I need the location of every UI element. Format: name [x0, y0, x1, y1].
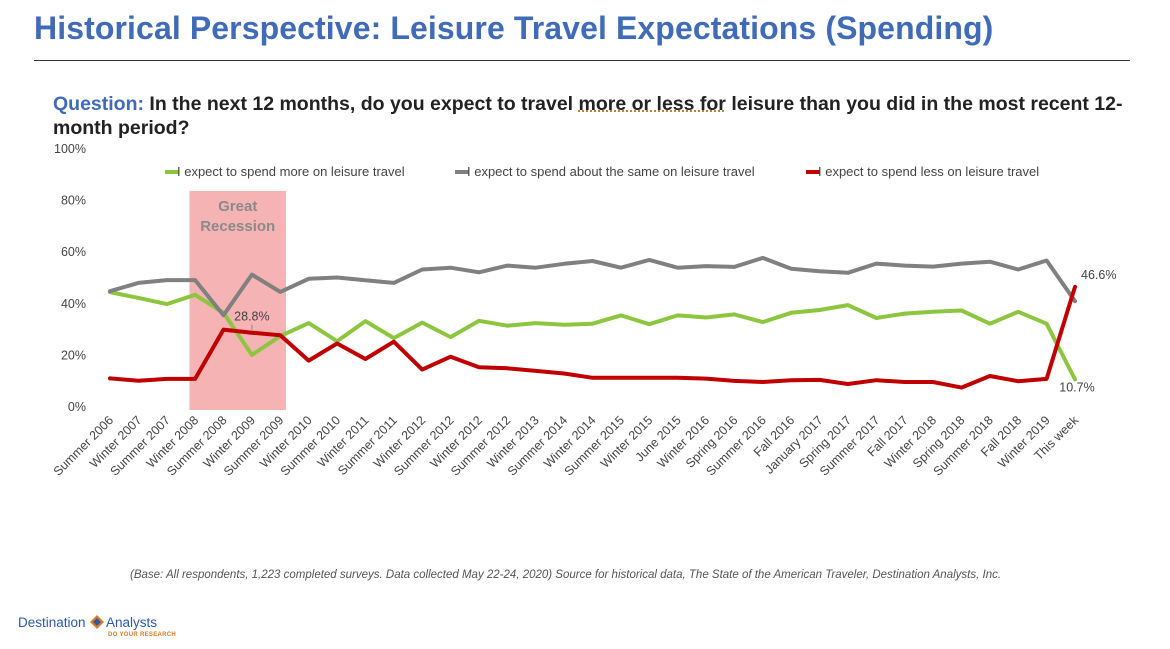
series-line-2 — [108, 255, 1077, 318]
recession-band-label-line2: Recession — [200, 218, 275, 235]
series-line-1 — [108, 290, 1077, 382]
series-line-3 — [108, 284, 1077, 390]
footnote: (Base: All respondents, 1,223 completed … — [130, 569, 1002, 581]
question-emphasis: more or less for — [578, 93, 726, 115]
page-title: Historical Perspective: Leisure Travel E… — [34, 10, 994, 46]
y-tick-label: 80% — [61, 194, 86, 208]
y-tick-label: 60% — [61, 245, 86, 259]
title-divider — [34, 60, 1130, 61]
y-tick-label: 0% — [68, 400, 86, 414]
question-text-before: In the next 12 months, do you expect to … — [149, 93, 579, 115]
logo-tagline: DO YOUR RESEARCH — [108, 632, 177, 638]
y-tick-label: 100% — [54, 142, 86, 156]
y-tick-label: 20% — [61, 348, 86, 362]
data-label: 10.7% — [1059, 380, 1094, 394]
recession-band-label-line1: Great — [218, 198, 257, 215]
legend-label-2: I expect to spend about the same on leis… — [467, 164, 755, 179]
data-label: 28.8% — [234, 310, 269, 324]
legend-label-3: I expect to spend less on leisure travel — [818, 164, 1039, 179]
y-tick-label: 40% — [61, 297, 86, 311]
legend-label-1: I expect to spend more on leisure travel — [177, 164, 405, 179]
logo-word-destination: Destination — [18, 615, 86, 630]
question-text-after: leisure than you did in the most recent … — [53, 93, 1123, 139]
question-label: Question: — [53, 93, 144, 115]
question-text: Question: In the next 12 months, do you … — [53, 92, 1148, 140]
logo-word-analysts: Analysts — [106, 615, 158, 630]
data-label: 46.6% — [1081, 268, 1116, 282]
logo-diamond-icon — [90, 615, 104, 629]
